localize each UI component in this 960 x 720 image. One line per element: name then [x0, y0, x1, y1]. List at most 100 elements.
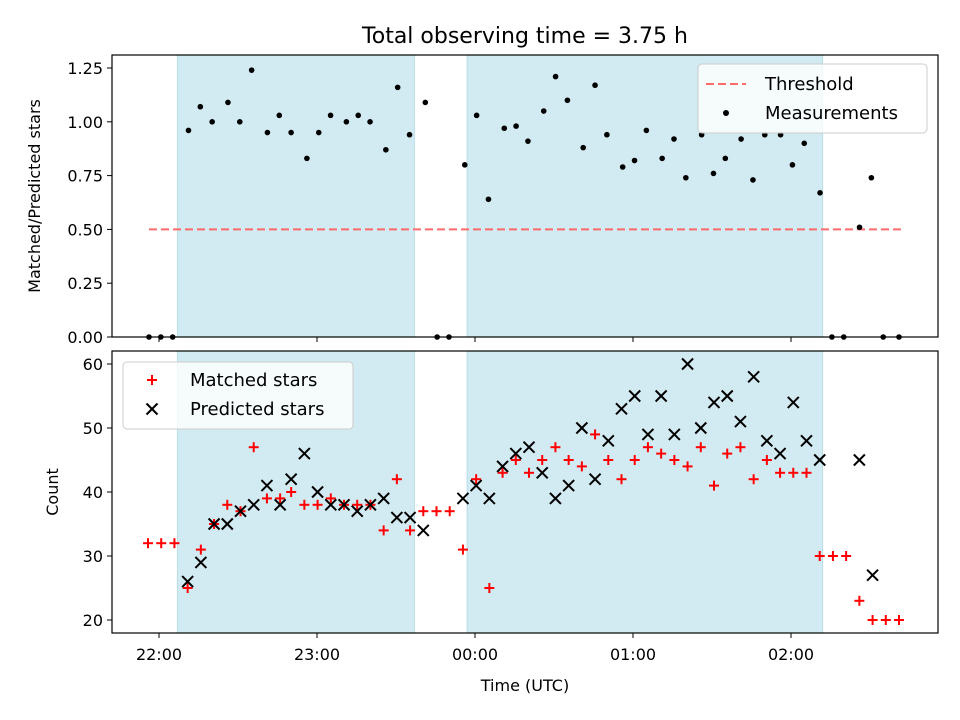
matched-point-16: [352, 499, 363, 510]
predicted-point-7-b: [273, 498, 287, 512]
matched-point-57: [894, 615, 904, 625]
predicted-point-35-b: [668, 428, 681, 441]
measurement-point-16: [355, 112, 362, 119]
predicted-point-31: [615, 402, 628, 416]
predicted-point-1: [194, 556, 208, 569]
predicted-point-17: [403, 511, 417, 524]
predicted-point-7: [273, 498, 287, 512]
matched-point-56: [880, 615, 891, 625]
predicted-point-40: [734, 415, 747, 428]
predicted-point-12: [337, 498, 351, 512]
predicted-point-39-b: [721, 389, 734, 403]
predicted-point-30-b: [602, 434, 615, 448]
measurement-point-29: [525, 138, 531, 144]
measurement-point-21: [422, 99, 429, 106]
matched-point-55: [867, 615, 878, 625]
matched-point-8: [248, 442, 259, 453]
predicted-point-8-b: [284, 472, 298, 486]
bottom-xtick-label-2: 00:00: [452, 645, 498, 664]
matched-point-36: [616, 474, 627, 485]
predicted-point-36-b: [681, 357, 694, 371]
measurement-point-41: [683, 174, 689, 181]
bottom-xtick-label-4: 02:00: [768, 645, 814, 664]
measurement-point-25: [473, 112, 480, 119]
measurement-point-7: [236, 119, 243, 125]
measurement-point-35: [604, 131, 610, 138]
predicted-point-27: [562, 479, 575, 492]
predicted-point-35: [668, 428, 681, 441]
measurement-point-26: [485, 196, 492, 203]
predicted-point-20-b: [469, 479, 483, 492]
predicted-point-45-b: [800, 434, 813, 448]
bottom-xtick-label-3: 01:00: [610, 645, 656, 664]
measurement-point-20: [406, 131, 413, 138]
predicted-point-16: [390, 511, 404, 524]
measurement-point-27: [501, 125, 508, 132]
predicted-point-32-b: [628, 389, 641, 403]
matched-point-12: [299, 499, 310, 510]
bottom-y-axis-label: Count: [43, 468, 62, 516]
predicted-point-33: [641, 428, 655, 441]
predicted-point-10-b: [311, 485, 324, 499]
predicted-point-9: [298, 447, 311, 460]
matched-point-6: [222, 499, 233, 510]
legend-threshold-label: Threshold: [764, 74, 854, 95]
predicted-point-37: [694, 421, 707, 435]
predicted-point-26: [549, 492, 562, 505]
bottom-legend: Matched stars Predicted stars: [122, 361, 354, 430]
matched-point-29: [524, 467, 535, 478]
measurement-point-9: [264, 129, 271, 136]
matched-point-22: [431, 506, 442, 517]
matched-point-3: [182, 583, 193, 593]
matched-point-37: [629, 455, 640, 465]
matched-point-9: [261, 493, 272, 504]
bottom-legend-box: [122, 361, 354, 430]
predicted-point-32: [628, 389, 641, 403]
matched-stars-series: [143, 429, 904, 625]
measurement-point-8: [248, 67, 255, 73]
matched-point-24: [457, 544, 468, 555]
top-ytick-label-0: 0.00: [67, 328, 103, 347]
matched-point-48: [775, 467, 786, 478]
matched-point-0: [143, 538, 153, 549]
predicted-point-30: [602, 434, 615, 448]
predicted-point-38-b: [707, 396, 721, 409]
predicted-point-19-b: [456, 492, 470, 505]
predicted-point-2: [207, 517, 221, 531]
predicted-point-4-b: [234, 504, 247, 518]
predicted-point-24-b: [522, 440, 536, 454]
matched-point-44: [722, 448, 733, 459]
predicted-point-16-b: [390, 511, 404, 524]
legend-predicted-marker: [145, 402, 159, 416]
predicted-point-24: [522, 440, 536, 454]
predicted-point-0-b: [181, 575, 194, 588]
matched-point-51: [814, 551, 825, 561]
bottom-ytick-label-1: 30: [83, 547, 103, 566]
predicted-point-3: [221, 517, 234, 531]
measurement-point-13: [315, 129, 322, 136]
predicted-point-23: [509, 447, 522, 460]
predicted-point-2-b: [207, 517, 221, 531]
predicted-point-6: [260, 479, 274, 492]
measurement-point-5: [209, 119, 215, 125]
measurement-point-44: [722, 155, 729, 162]
matched-point-33: [576, 461, 587, 472]
measurement-point-55: [868, 174, 875, 181]
matched-point-45: [735, 442, 746, 453]
predicted-point-17-b: [403, 511, 417, 524]
top-y-ticks: 0.00 0.25 0.50 0.75 1.00 1.25: [67, 59, 112, 347]
predicted-point-21: [483, 492, 496, 505]
matched-point-40: [669, 455, 680, 465]
predicted-point-41-b: [747, 370, 760, 384]
predicted-point-37-b: [694, 421, 707, 435]
bottom-ytick-label-4: 60: [83, 355, 103, 374]
predicted-point-47: [853, 453, 866, 467]
predicted-stars-series: [181, 357, 879, 588]
top-ytick-label-4: 1.00: [67, 113, 103, 132]
matched-point-21: [418, 506, 429, 517]
bottom-x-ticks: 22:00 23:00 00:00 01:00 02:00: [136, 633, 814, 664]
matched-point-38: [642, 442, 653, 453]
predicted-point-47-b: [853, 453, 866, 467]
measurement-point-49: [789, 162, 796, 168]
predicted-point-14: [364, 498, 377, 512]
